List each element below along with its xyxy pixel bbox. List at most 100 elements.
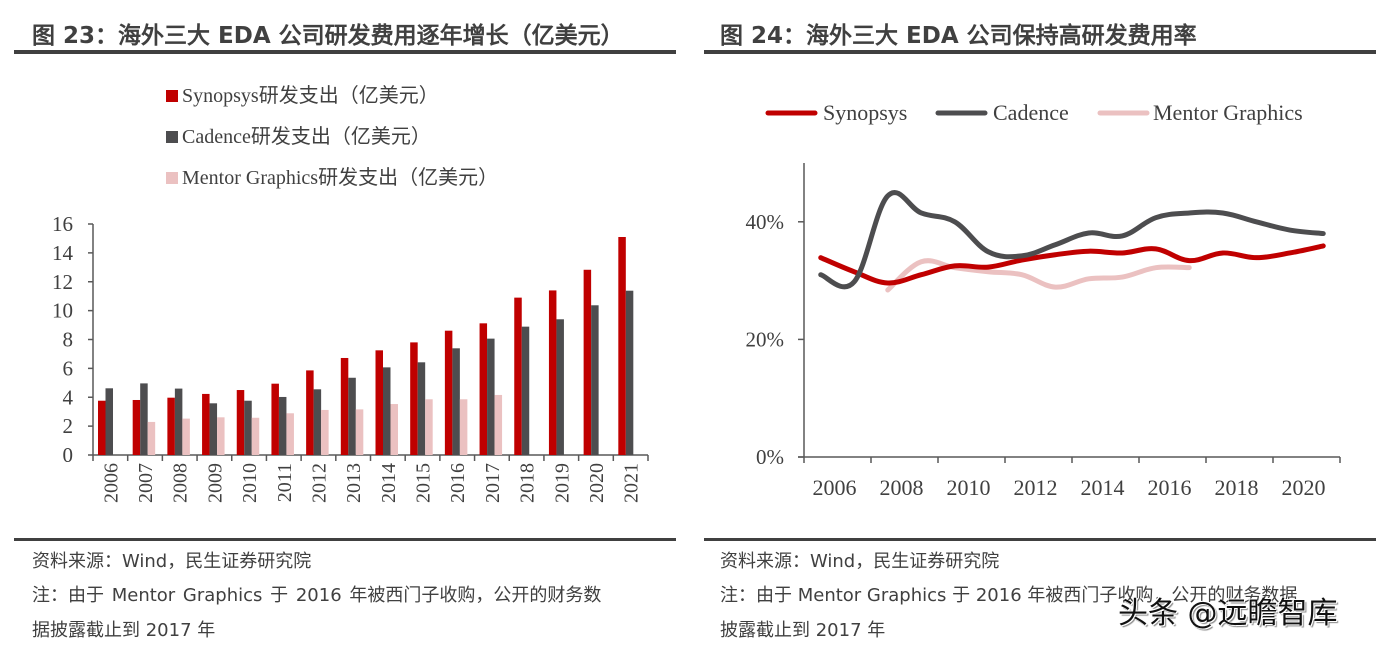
y-tick-label: 0 (63, 443, 74, 467)
x-tick-label: 2012 (1014, 475, 1058, 500)
bar-cadence-2008 (174, 388, 183, 455)
line-series-mentor (885, 258, 1192, 293)
x-tick-label: 2008 (170, 463, 192, 503)
bar-mentor-2014 (390, 404, 398, 455)
line-series-cadence (818, 190, 1326, 290)
y-tick-label: 8 (63, 328, 74, 352)
legend-swatch-synopsys (166, 90, 178, 102)
bar-mentor-2008 (182, 418, 190, 455)
x-tick-label: 2014 (378, 463, 400, 503)
bar-synopsys-2016 (444, 330, 453, 455)
bar-synopsys-2006 (98, 400, 106, 455)
y-tick-label: 2 (63, 414, 74, 438)
bar-synopsys-2011 (271, 383, 279, 455)
bar-synopsys-2021 (618, 236, 626, 455)
bar-synopsys-2012 (306, 370, 314, 455)
x-tick-label: 2008 (880, 475, 924, 500)
left-source: 资料来源：Wind，民生证券研究院 (32, 551, 312, 572)
bar-cadence-2006 (105, 388, 113, 455)
bar-synopsys-2010 (236, 390, 245, 455)
x-tick-label: 2006 (813, 475, 857, 500)
bar-synopsys-2008 (167, 397, 175, 455)
x-tick-label: 2021 (621, 463, 643, 503)
bar-cadence-2013 (348, 377, 356, 455)
x-tick-label: 2016 (1148, 475, 1192, 500)
x-tick-label: 2010 (947, 475, 991, 500)
legend-label-cadence: Cadence (993, 100, 1069, 125)
bar-legend: Synopsys研发支出（亿美元） Cadence研发支出（亿美元） Mentor … (166, 84, 498, 189)
y-tick-label: 4 (63, 385, 74, 409)
bar-mentor-2010 (251, 417, 260, 455)
right-source: 资料来源：Wind，民生证券研究院 (720, 551, 1000, 572)
right-chart-title: 图 24：海外三大 EDA 公司保持高研发费用率 (720, 23, 1197, 49)
x-tick-label: 2016 (447, 463, 469, 503)
legend-label-cadence: Cadence研发支出（亿美元） (182, 125, 431, 148)
bar-mentor-2009 (217, 417, 225, 455)
y-tick-label: 0% (756, 445, 784, 469)
bar-mentor-2007 (147, 421, 156, 455)
bar-cadence-2017 (487, 338, 495, 455)
x-tick-label: 2018 (1215, 475, 1259, 500)
x-tick-label: 2012 (308, 463, 330, 503)
x-tick-label: 2009 (204, 463, 226, 503)
bar-cadence-2014 (383, 367, 391, 455)
legend-swatch-cadence (166, 131, 178, 143)
legend-label-mentor: Mentor Graphics研发支出（亿美元） (182, 166, 498, 189)
bar-cadence-2020 (591, 305, 599, 455)
y-tick-label: 40% (746, 210, 785, 234)
x-tick-label: 2007 (135, 463, 157, 503)
x-tick-label: 2020 (586, 463, 608, 503)
bar-axes: 0 2 4 6 8 10 12 14 16 2006 2007 2008 2009 2010 2011 201… (52, 212, 649, 503)
bar-cadence-2011 (278, 396, 287, 455)
x-tick-label: 2015 (413, 463, 435, 503)
bar-cadence-2021 (625, 290, 634, 455)
bar-synopsys-2009 (202, 393, 210, 455)
bar-synopsys-2014 (375, 350, 383, 455)
bar-mentor-2012 (321, 409, 329, 455)
right-note-line2: 披露截止到 2017 年 (720, 620, 886, 641)
line-axes: 0% 20% 40% 2006 2008 2010 2012 2014 2016 2018 2020 (746, 163, 1341, 500)
right-bottom-rule (704, 538, 1376, 541)
left-note-line1: 注：由于 Mentor Graphics 于 2016 年被西门子收购，公开的财… (32, 585, 602, 606)
x-tick-label: 2010 (239, 463, 261, 503)
line-legend: Synopsys Cadence Mentor Graphics (765, 100, 1303, 125)
y-tick-label: 6 (63, 356, 74, 380)
legend-label-synopsys: Synopsys研发支出（亿美元） (182, 84, 439, 107)
bar-cadence-2016 (452, 348, 460, 455)
x-tick-label: 2020 (1282, 475, 1326, 500)
bar-synopsys-2018 (514, 297, 522, 455)
bar-chart: Synopsys研发支出（亿美元） Cadence研发支出（亿美元） Mentor … (52, 84, 649, 503)
left-bottom-rule (14, 538, 676, 541)
bar-cadence-2019 (556, 319, 564, 455)
left-title-rule (14, 50, 676, 54)
x-tick-label: 2017 (482, 463, 504, 503)
bar-mentor-2015 (425, 399, 433, 455)
right-title-rule (704, 50, 1376, 54)
line-marks (818, 190, 1326, 293)
y-tick-label: 12 (52, 270, 73, 294)
bar-cadence-2010 (244, 400, 252, 455)
bar-mentor-2011 (286, 413, 294, 455)
bar-synopsys-2007 (132, 399, 141, 455)
x-tick-label: 2006 (100, 463, 122, 503)
legend-label-mentor: Mentor Graphics (1153, 100, 1303, 125)
y-tick-label: 16 (52, 212, 73, 236)
legend-label-synopsys: Synopsys (823, 100, 907, 125)
x-tick-label: 2014 (1081, 475, 1125, 500)
bar-synopsys-2015 (410, 342, 418, 455)
bar-mentor-2013 (355, 409, 364, 455)
line-chart: Synopsys Cadence Mentor Graphics 0% 20% 40% 2… (746, 100, 1341, 500)
bar-marks (98, 236, 634, 455)
bar-synopsys-2019 (548, 290, 557, 455)
y-tick-label: 10 (52, 299, 73, 323)
left-chart-title: 图 23：海外三大 EDA 公司研发费用逐年增长（亿美元） (32, 23, 624, 49)
y-tick-label: 20% (746, 327, 785, 351)
bar-cadence-2015 (417, 362, 426, 455)
x-tick-label: 2019 (551, 463, 573, 503)
watermark: 头条 @远瞻智库 (1118, 596, 1338, 631)
left-note-line2: 据披露截止到 2017 年 (32, 620, 216, 641)
right-note-line1: 注：由于 Mentor Graphics 于 2016 年被西门子收购，公开的财… (720, 585, 1298, 606)
bar-cadence-2009 (209, 403, 218, 455)
bar-cadence-2018 (521, 326, 530, 455)
legend-swatch-mentor (166, 172, 178, 184)
